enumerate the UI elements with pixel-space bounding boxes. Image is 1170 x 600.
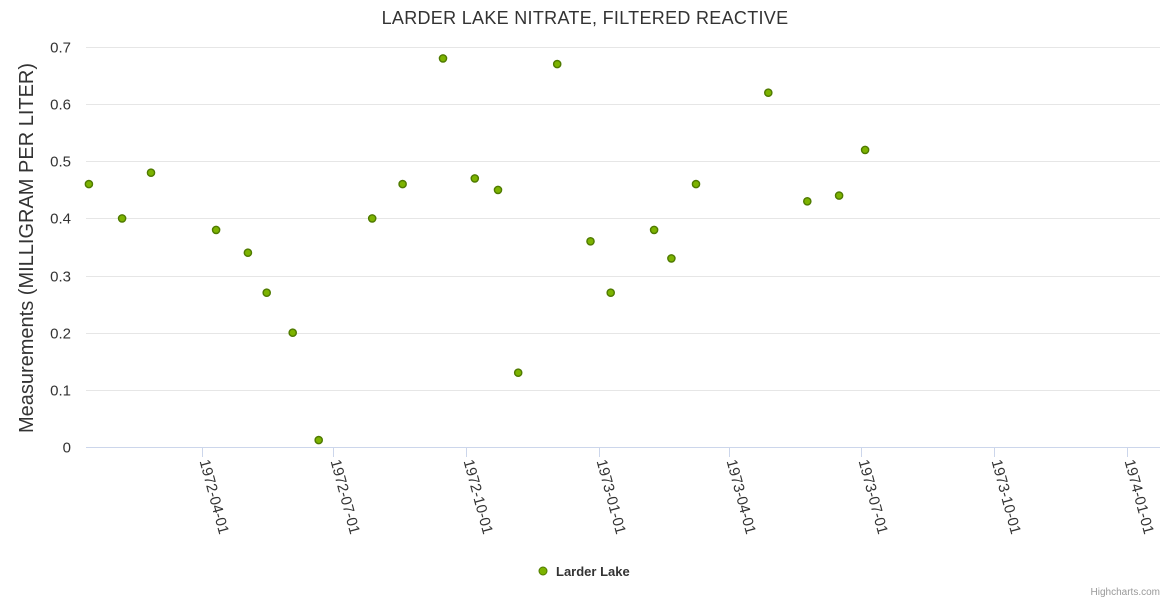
data-point[interactable] (314, 435, 324, 445)
y-tick-label: 0 (63, 440, 71, 457)
y-tick-label: 0.2 (50, 326, 71, 343)
y-tick-label: 0.6 (50, 97, 71, 114)
grid-lines (86, 47, 1160, 391)
legend-label: Larder Lake (556, 564, 630, 579)
y-axis-label: Measurements (MILLIGRAM PER LITER) (16, 63, 38, 433)
data-point[interactable] (513, 368, 523, 378)
data-point[interactable] (606, 288, 616, 298)
x-tick-label: 1974-01-01 (1121, 458, 1157, 537)
x-tick-label: 1973-07-01 (855, 458, 891, 537)
legend-marker (538, 566, 548, 576)
data-point[interactable] (243, 248, 253, 257)
y-tick-label: 0.4 (50, 211, 71, 228)
y-tick-label: 0.1 (50, 383, 71, 400)
data-point[interactable] (84, 179, 94, 189)
series-larder-lake (84, 54, 870, 445)
data-point[interactable] (764, 88, 773, 97)
y-tick-label: 0.5 (50, 154, 71, 171)
x-tick-label: 1972-07-01 (327, 458, 363, 537)
data-point[interactable] (398, 179, 407, 189)
data-point[interactable] (262, 288, 272, 298)
data-point[interactable] (667, 254, 676, 263)
x-tick-label: 1973-01-01 (593, 458, 629, 537)
data-point[interactable] (117, 214, 127, 223)
data-point[interactable] (470, 174, 480, 183)
x-tick-label: 1972-04-01 (196, 458, 232, 537)
data-point[interactable] (493, 185, 503, 195)
x-tick-label: 1972-10-01 (460, 458, 496, 537)
data-point[interactable] (803, 196, 812, 206)
credits[interactable]: Highcharts.com (1091, 587, 1160, 598)
data-point[interactable] (288, 328, 298, 338)
data-point[interactable] (367, 214, 377, 223)
x-axis-ticks: 1972-04-01 1972-07-01 1972-10-01 1973-01-01… (196, 447, 1157, 537)
data-point[interactable] (860, 145, 870, 155)
data-point[interactable] (691, 179, 701, 189)
data-point[interactable] (146, 168, 156, 177)
data-point[interactable] (552, 59, 562, 69)
y-axis-ticks: 0 0.1 0.2 0.3 0.4 0.5 0.6 0.7 (50, 40, 71, 457)
chart-title: LARDER LAKE NITRATE, FILTERED REACTIVE (382, 8, 789, 28)
data-point[interactable] (211, 225, 221, 235)
x-tick-label: 1973-04-01 (723, 458, 759, 537)
data-point[interactable] (834, 191, 844, 200)
x-tick-label: 1973-10-01 (988, 458, 1024, 537)
legend-item[interactable]: Larder Lake (538, 564, 630, 579)
data-point[interactable] (438, 54, 448, 63)
data-point[interactable] (649, 225, 659, 235)
y-tick-label: 0.3 (50, 269, 71, 286)
data-point[interactable] (586, 236, 595, 246)
y-tick-label: 0.7 (50, 40, 71, 57)
